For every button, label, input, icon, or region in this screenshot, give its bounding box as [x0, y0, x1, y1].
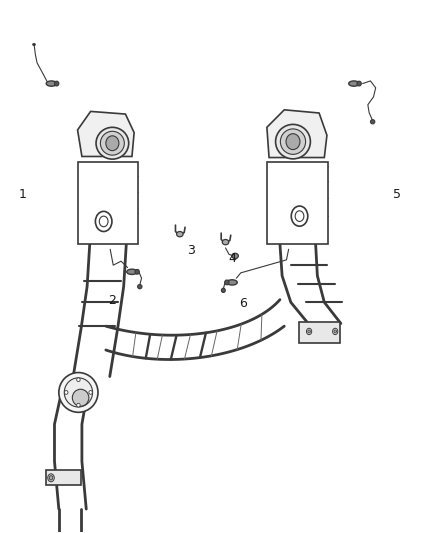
Text: 4: 4 [228, 252, 236, 265]
Ellipse shape [100, 131, 124, 155]
Ellipse shape [135, 269, 139, 274]
Ellipse shape [308, 330, 311, 333]
Ellipse shape [96, 127, 129, 159]
Ellipse shape [106, 136, 119, 151]
Polygon shape [78, 111, 134, 157]
Text: 5: 5 [393, 189, 402, 201]
Ellipse shape [54, 81, 59, 86]
Ellipse shape [232, 253, 238, 259]
Bar [46, 470, 81, 485]
Text: 1: 1 [18, 189, 26, 201]
Ellipse shape [177, 231, 183, 237]
Ellipse shape [89, 391, 92, 394]
Ellipse shape [222, 239, 229, 245]
Ellipse shape [334, 330, 336, 333]
Ellipse shape [64, 391, 68, 394]
Ellipse shape [46, 81, 57, 86]
Bar [299, 322, 340, 343]
Ellipse shape [286, 134, 300, 150]
Ellipse shape [221, 288, 225, 293]
Ellipse shape [332, 328, 338, 335]
Text: 6: 6 [239, 297, 247, 310]
Ellipse shape [127, 269, 137, 274]
Ellipse shape [349, 81, 359, 86]
Ellipse shape [72, 389, 89, 406]
Ellipse shape [227, 280, 237, 285]
Ellipse shape [225, 280, 229, 285]
Ellipse shape [307, 328, 312, 335]
Text: 3: 3 [187, 244, 194, 257]
Ellipse shape [77, 403, 80, 407]
Ellipse shape [371, 119, 375, 124]
Bar [267, 162, 328, 244]
Ellipse shape [59, 373, 98, 413]
Ellipse shape [49, 475, 53, 480]
Ellipse shape [64, 378, 92, 407]
Ellipse shape [276, 124, 311, 159]
Polygon shape [267, 110, 327, 158]
Ellipse shape [357, 81, 361, 86]
Ellipse shape [280, 129, 306, 155]
Bar [78, 162, 138, 244]
Text: 2: 2 [109, 294, 117, 308]
Ellipse shape [48, 474, 54, 482]
Ellipse shape [138, 285, 142, 289]
Ellipse shape [77, 378, 80, 382]
